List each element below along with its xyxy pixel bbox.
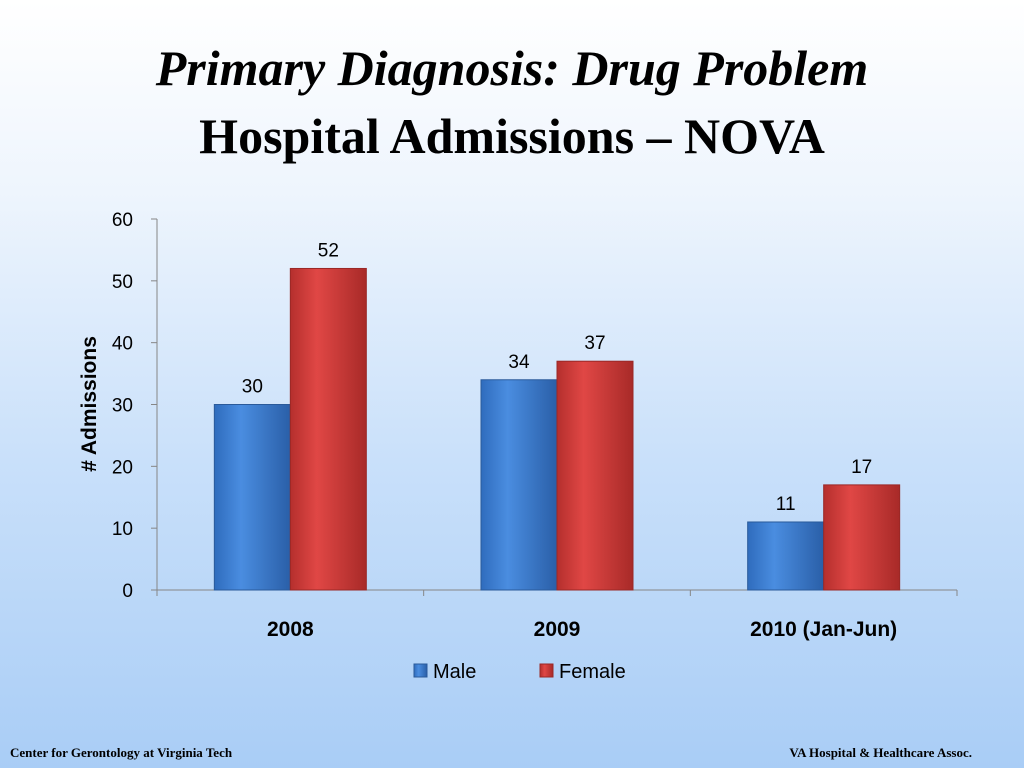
- x-axis: 2008 2009 2010 (Jan-Jun): [156, 589, 958, 641]
- data-label: 11: [776, 494, 796, 515]
- legend: Male Female: [413, 661, 626, 683]
- slide-title-line1: Primary Diagnosis: Drug Problem: [155, 40, 869, 96]
- y-tick-label: 10: [112, 519, 133, 540]
- footer-left: Center for Gerontology at Virginia Tech: [10, 745, 233, 760]
- y-tick-label: 40: [112, 334, 133, 355]
- data-labels: 30 34 11 52 37 17: [242, 240, 872, 515]
- y-tick-label: 60: [112, 210, 133, 231]
- data-label: 17: [851, 457, 872, 478]
- bar-female: [823, 484, 901, 591]
- y-axis-label: # Admissions: [78, 336, 101, 472]
- bar-male: [213, 404, 291, 591]
- data-label: 34: [508, 352, 530, 373]
- bar-female: [289, 267, 367, 591]
- legend-swatch-female: [539, 663, 554, 678]
- bar-male: [480, 379, 558, 591]
- legend-swatch-male: [413, 663, 428, 678]
- legend-label-female: Female: [559, 661, 626, 683]
- x-tick-label: 2009: [534, 618, 581, 641]
- y-axis: 0 10 20 30 40 50 60: [112, 210, 158, 602]
- slide-title-line2: Hospital Admissions – NOVA: [199, 108, 825, 164]
- y-tick-label: 20: [112, 457, 133, 478]
- footer-right: VA Hospital & Healthcare Assoc.: [789, 745, 972, 760]
- data-label: 52: [318, 240, 339, 261]
- y-tick-label: 50: [112, 272, 133, 293]
- bars: [213, 267, 901, 591]
- y-tick-label: 0: [122, 581, 133, 602]
- data-label: 30: [242, 377, 263, 398]
- bar-male: [747, 521, 825, 591]
- legend-label-male: Male: [433, 661, 476, 683]
- x-tick-label: 2010 (Jan-Jun): [750, 618, 897, 641]
- data-label: 37: [584, 333, 605, 354]
- y-tick-label: 30: [112, 396, 133, 417]
- x-tick-label: 2008: [267, 618, 314, 641]
- bar-female: [556, 360, 634, 591]
